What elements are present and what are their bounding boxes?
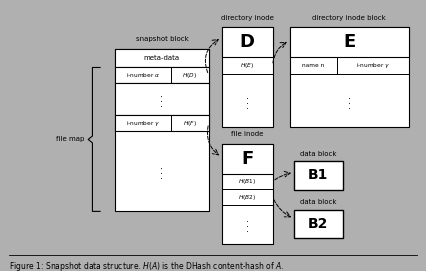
Text: .: . [160,171,164,181]
Text: .: . [160,161,164,171]
FancyBboxPatch shape [290,27,409,57]
Text: .: . [348,91,351,101]
Text: .: . [160,166,164,176]
Text: E: E [343,33,355,51]
FancyBboxPatch shape [290,27,409,127]
Text: directory inode: directory inode [221,15,273,21]
Text: file map: file map [56,136,84,143]
Text: .: . [245,214,249,224]
Text: meta-data: meta-data [144,55,180,61]
FancyBboxPatch shape [294,210,343,238]
Text: $H(B2)$: $H(B2)$ [238,192,256,202]
FancyBboxPatch shape [222,27,273,127]
FancyBboxPatch shape [222,144,273,174]
Text: D: D [239,33,255,51]
FancyBboxPatch shape [115,49,209,211]
Text: data block: data block [300,199,337,205]
Text: $H(D)$: $H(D)$ [182,71,198,80]
FancyBboxPatch shape [294,161,343,190]
Text: i-number $\gamma$: i-number $\gamma$ [126,119,160,128]
Text: i-number $\gamma$: i-number $\gamma$ [356,61,390,70]
Text: $H(E)$: $H(E)$ [240,61,254,70]
Text: .: . [348,96,351,106]
FancyBboxPatch shape [222,144,273,244]
FancyBboxPatch shape [115,67,209,83]
Text: data block: data block [300,151,337,157]
Text: Figure 1: Snapshot data structure. $H(A)$ is the DHash content-hash of $A$.: Figure 1: Snapshot data structure. $H(A)… [9,260,284,271]
Text: snapshot block: snapshot block [135,36,188,42]
Text: B2: B2 [308,217,328,231]
Text: $H(B1)$: $H(B1)$ [238,177,256,186]
Text: .: . [245,91,249,101]
Text: file inode: file inode [231,131,263,137]
Text: .: . [245,96,249,106]
Text: .: . [160,94,164,104]
Text: .: . [160,99,164,109]
Text: .: . [160,89,164,99]
Text: .: . [348,101,351,111]
Text: name n: name n [302,63,325,68]
Text: B1: B1 [308,169,328,182]
FancyBboxPatch shape [222,27,273,57]
Text: F: F [241,150,253,168]
FancyBboxPatch shape [115,49,209,67]
Text: .: . [245,219,249,229]
Text: $H(F)$: $H(F)$ [183,119,197,128]
Text: i-number $\alpha$: i-number $\alpha$ [126,71,160,79]
Text: directory inode block: directory inode block [312,15,386,21]
Text: .: . [245,101,249,111]
Text: .: . [245,224,249,234]
FancyBboxPatch shape [115,115,209,131]
FancyBboxPatch shape [115,83,209,115]
